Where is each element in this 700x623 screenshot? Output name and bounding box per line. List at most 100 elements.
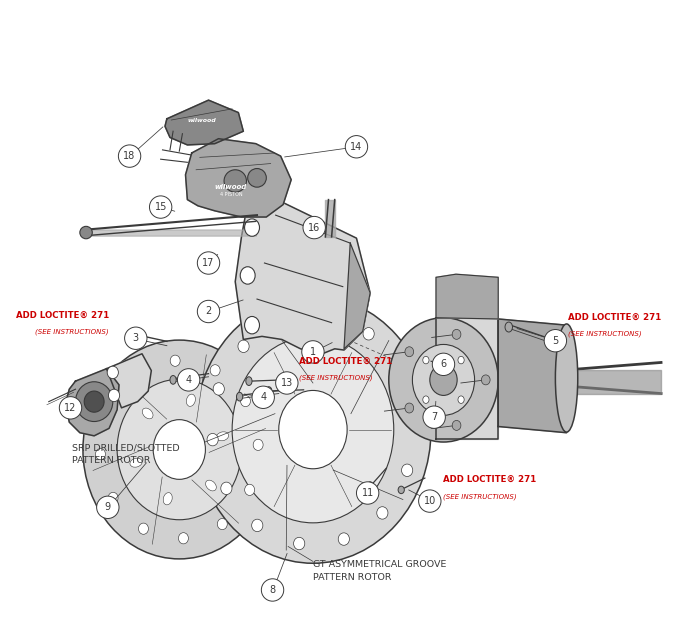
Ellipse shape	[214, 383, 225, 395]
Ellipse shape	[398, 486, 405, 493]
Ellipse shape	[246, 377, 252, 386]
Ellipse shape	[430, 364, 457, 396]
Ellipse shape	[130, 458, 142, 467]
Circle shape	[261, 579, 284, 601]
Ellipse shape	[170, 355, 180, 366]
Text: (SEE INSTRUCTIONS): (SEE INSTRUCTIONS)	[300, 375, 373, 381]
Ellipse shape	[555, 324, 578, 432]
Ellipse shape	[367, 482, 373, 489]
Polygon shape	[436, 318, 498, 439]
Ellipse shape	[321, 310, 332, 322]
Polygon shape	[106, 354, 151, 408]
Ellipse shape	[104, 404, 114, 415]
Text: SRP DRILLED/SLOTTED
PATTERN ROTOR: SRP DRILLED/SLOTTED PATTERN ROTOR	[72, 444, 179, 465]
Text: 16: 16	[308, 222, 321, 232]
Ellipse shape	[186, 394, 195, 406]
Ellipse shape	[240, 267, 255, 284]
Ellipse shape	[224, 170, 246, 192]
Text: 1: 1	[310, 347, 316, 357]
Ellipse shape	[170, 376, 176, 384]
Circle shape	[345, 136, 368, 158]
Circle shape	[423, 406, 445, 429]
Ellipse shape	[220, 482, 232, 495]
Text: 4: 4	[186, 375, 192, 385]
Ellipse shape	[452, 421, 461, 430]
Ellipse shape	[139, 334, 145, 344]
Text: 7: 7	[431, 412, 438, 422]
Text: (SEE INSTRUCTIONS): (SEE INSTRUCTIONS)	[36, 328, 109, 335]
Ellipse shape	[505, 322, 512, 332]
Ellipse shape	[363, 328, 374, 340]
Text: 5: 5	[552, 336, 559, 346]
Text: 15: 15	[155, 202, 167, 212]
Polygon shape	[186, 139, 291, 217]
Circle shape	[252, 386, 274, 409]
Text: 4 PISTON: 4 PISTON	[220, 192, 242, 197]
Ellipse shape	[458, 356, 464, 364]
Ellipse shape	[76, 382, 113, 422]
Ellipse shape	[139, 523, 148, 535]
Ellipse shape	[245, 484, 255, 495]
Ellipse shape	[132, 369, 141, 381]
Polygon shape	[165, 100, 244, 145]
Ellipse shape	[338, 533, 349, 545]
Circle shape	[197, 252, 220, 274]
Ellipse shape	[232, 336, 394, 523]
Text: GT ASYMMETRICAL GROOVE
PATTERN ROTOR: GT ASYMMETRICAL GROOVE PATTERN ROTOR	[313, 560, 447, 582]
Circle shape	[60, 397, 82, 419]
Ellipse shape	[276, 314, 288, 326]
Text: 10: 10	[424, 496, 436, 506]
Text: ADD LOCTITE® 271: ADD LOCTITE® 271	[568, 313, 661, 321]
Text: 9: 9	[105, 502, 111, 512]
Text: 4: 4	[260, 392, 266, 402]
Ellipse shape	[279, 391, 347, 468]
Circle shape	[302, 341, 324, 363]
Circle shape	[150, 196, 171, 218]
Text: ADD LOCTITE® 271: ADD LOCTITE® 271	[444, 475, 537, 484]
Ellipse shape	[206, 480, 216, 491]
Ellipse shape	[241, 396, 251, 407]
Ellipse shape	[83, 340, 276, 559]
Text: 2: 2	[205, 307, 211, 316]
Circle shape	[197, 300, 220, 323]
Ellipse shape	[458, 396, 464, 403]
Ellipse shape	[84, 391, 104, 412]
Circle shape	[118, 145, 141, 168]
Ellipse shape	[153, 420, 205, 479]
Ellipse shape	[253, 439, 263, 450]
Text: 13: 13	[281, 378, 293, 388]
Circle shape	[125, 327, 147, 350]
Ellipse shape	[423, 356, 429, 364]
Ellipse shape	[108, 389, 120, 402]
Ellipse shape	[238, 340, 249, 353]
Ellipse shape	[80, 226, 92, 239]
Circle shape	[276, 372, 298, 394]
Ellipse shape	[195, 296, 431, 563]
Ellipse shape	[117, 379, 242, 520]
Ellipse shape	[244, 219, 260, 236]
Ellipse shape	[237, 392, 243, 401]
Circle shape	[303, 216, 326, 239]
Text: 6: 6	[440, 359, 447, 369]
Ellipse shape	[163, 493, 172, 505]
Text: 11: 11	[361, 488, 374, 498]
Ellipse shape	[405, 403, 414, 413]
Circle shape	[97, 496, 119, 518]
Text: (SEE INSTRUCTIONS): (SEE INSTRUCTIONS)	[568, 330, 641, 336]
Polygon shape	[66, 369, 119, 436]
Polygon shape	[344, 243, 370, 349]
Circle shape	[177, 369, 199, 391]
Ellipse shape	[402, 464, 413, 477]
Polygon shape	[235, 199, 370, 354]
Ellipse shape	[452, 330, 461, 340]
Ellipse shape	[405, 347, 414, 357]
Ellipse shape	[394, 364, 405, 377]
Text: 14: 14	[350, 142, 363, 152]
Ellipse shape	[210, 364, 220, 376]
Ellipse shape	[244, 316, 260, 334]
Ellipse shape	[178, 533, 188, 544]
Text: (SEE INSTRUCTIONS): (SEE INSTRUCTIONS)	[444, 493, 517, 500]
Polygon shape	[498, 319, 566, 433]
Ellipse shape	[423, 396, 429, 403]
Ellipse shape	[108, 492, 118, 503]
